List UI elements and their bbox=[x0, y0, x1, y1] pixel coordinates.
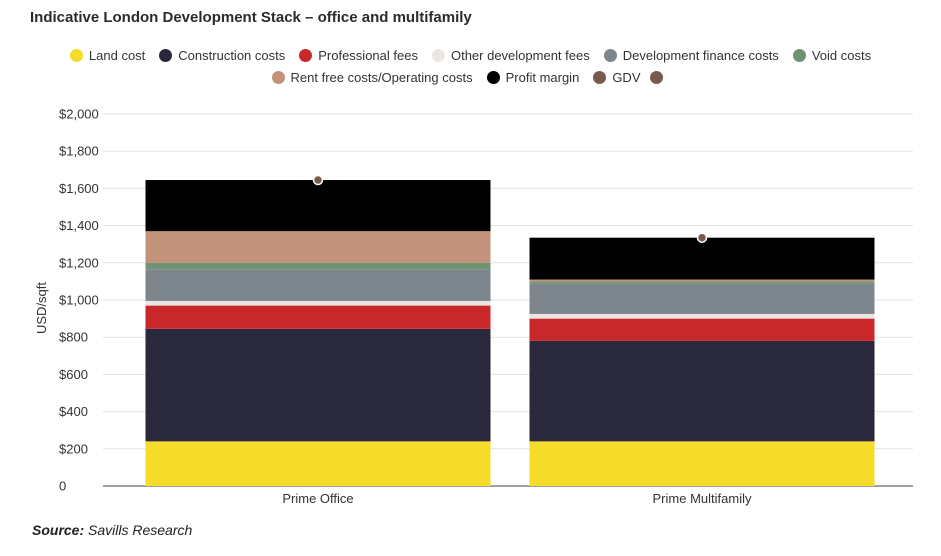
y-tick-label: $1,400 bbox=[59, 218, 99, 233]
x-category-label: Prime Multifamily bbox=[653, 491, 752, 506]
legend-item-other-development-fees: Other development fees bbox=[431, 48, 590, 63]
source-label: Source: bbox=[32, 522, 85, 538]
bar-segment-other-development-fees bbox=[529, 313, 875, 319]
legend-item-rent-free-costs: Rent free costs/Operating costs bbox=[271, 70, 473, 85]
legend-label: Land cost bbox=[88, 48, 146, 63]
y-tick-label: 0 bbox=[59, 479, 66, 494]
bar-segment-development-finance-costs bbox=[145, 269, 491, 301]
legend-label: Rent free costs/Operating costs bbox=[290, 70, 473, 85]
y-tick-label: $800 bbox=[59, 330, 88, 345]
legend-swatch bbox=[271, 71, 285, 84]
legend-swatch bbox=[431, 49, 445, 62]
y-tick-label: $400 bbox=[59, 404, 88, 419]
bar-segment-development-finance-costs bbox=[529, 283, 875, 314]
legend-label: Profit margin bbox=[505, 70, 580, 85]
bar-segment-void-costs bbox=[145, 262, 491, 270]
legend-label: Development finance costs bbox=[622, 48, 779, 63]
legend-label: GDV bbox=[612, 70, 641, 85]
bar-segment-rent-free-costs-operating-costs bbox=[529, 279, 875, 282]
bar-segment-construction-costs bbox=[529, 340, 875, 442]
legend-swatch-gdv-marker bbox=[650, 71, 664, 84]
legend-label: Construction costs bbox=[178, 48, 286, 63]
bar-segment-other-development-fees bbox=[145, 300, 491, 306]
bar-segment-void-costs bbox=[529, 281, 875, 284]
legend-item-construction-costs: Construction costs bbox=[159, 48, 285, 63]
legend-item-professional-fees: Professional fees bbox=[299, 48, 418, 63]
legend-swatch bbox=[603, 49, 617, 62]
x-category-label: Prime Office bbox=[282, 491, 353, 506]
legend-item-profit-margin: Profit margin bbox=[486, 70, 580, 85]
bar-segment-professional-fees bbox=[145, 305, 491, 329]
legend-item-void-costs: Void costs bbox=[792, 48, 872, 63]
y-tick-label: $1,000 bbox=[59, 293, 99, 308]
y-axis-label: USD/sqft bbox=[34, 282, 49, 334]
legend-label: Void costs bbox=[811, 48, 872, 63]
legend-swatch bbox=[486, 71, 500, 84]
bar-segment-profit-margin bbox=[529, 237, 875, 280]
legend-swatch bbox=[159, 49, 173, 62]
legend-row-2: Rent free costs/Operating costs Profit m… bbox=[0, 70, 941, 85]
source-note: Source: Savills Research bbox=[32, 522, 192, 538]
gdv-marker bbox=[312, 174, 324, 186]
legend-item-gdv: GDV bbox=[593, 70, 669, 85]
y-tick-label: $1,800 bbox=[59, 144, 99, 159]
legend-swatch bbox=[299, 49, 313, 62]
legend-item-development-finance-costs: Development finance costs bbox=[603, 48, 779, 63]
y-tick-label: $200 bbox=[59, 441, 88, 456]
legend-swatch bbox=[792, 49, 806, 62]
bar-segment-rent-free-costs-operating-costs bbox=[145, 231, 491, 263]
bar-segment-profit-margin bbox=[145, 180, 491, 232]
legend-swatch bbox=[69, 49, 83, 62]
gdv-marker bbox=[696, 232, 708, 243]
legend-label: Professional fees bbox=[318, 48, 418, 63]
y-tick-label: $600 bbox=[59, 367, 88, 382]
legend-row-1: Land cost Construction costs Professiona… bbox=[0, 48, 941, 63]
y-tick-label: $1,200 bbox=[59, 255, 99, 270]
bar-segment-land-cost bbox=[529, 441, 875, 486]
bar-segment-land-cost bbox=[145, 441, 491, 486]
y-tick-label: $1,600 bbox=[59, 181, 99, 196]
bar-segment-professional-fees bbox=[529, 318, 875, 341]
source-text: Savills Research bbox=[88, 522, 193, 538]
legend-swatch bbox=[593, 71, 607, 84]
legend-item-land-cost: Land cost bbox=[69, 48, 146, 63]
y-tick-label: $2,000 bbox=[59, 107, 99, 122]
chart-title: Indicative London Development Stack – of… bbox=[30, 9, 472, 26]
bar-segment-construction-costs bbox=[145, 328, 491, 442]
legend-label: Other development fees bbox=[450, 48, 590, 63]
